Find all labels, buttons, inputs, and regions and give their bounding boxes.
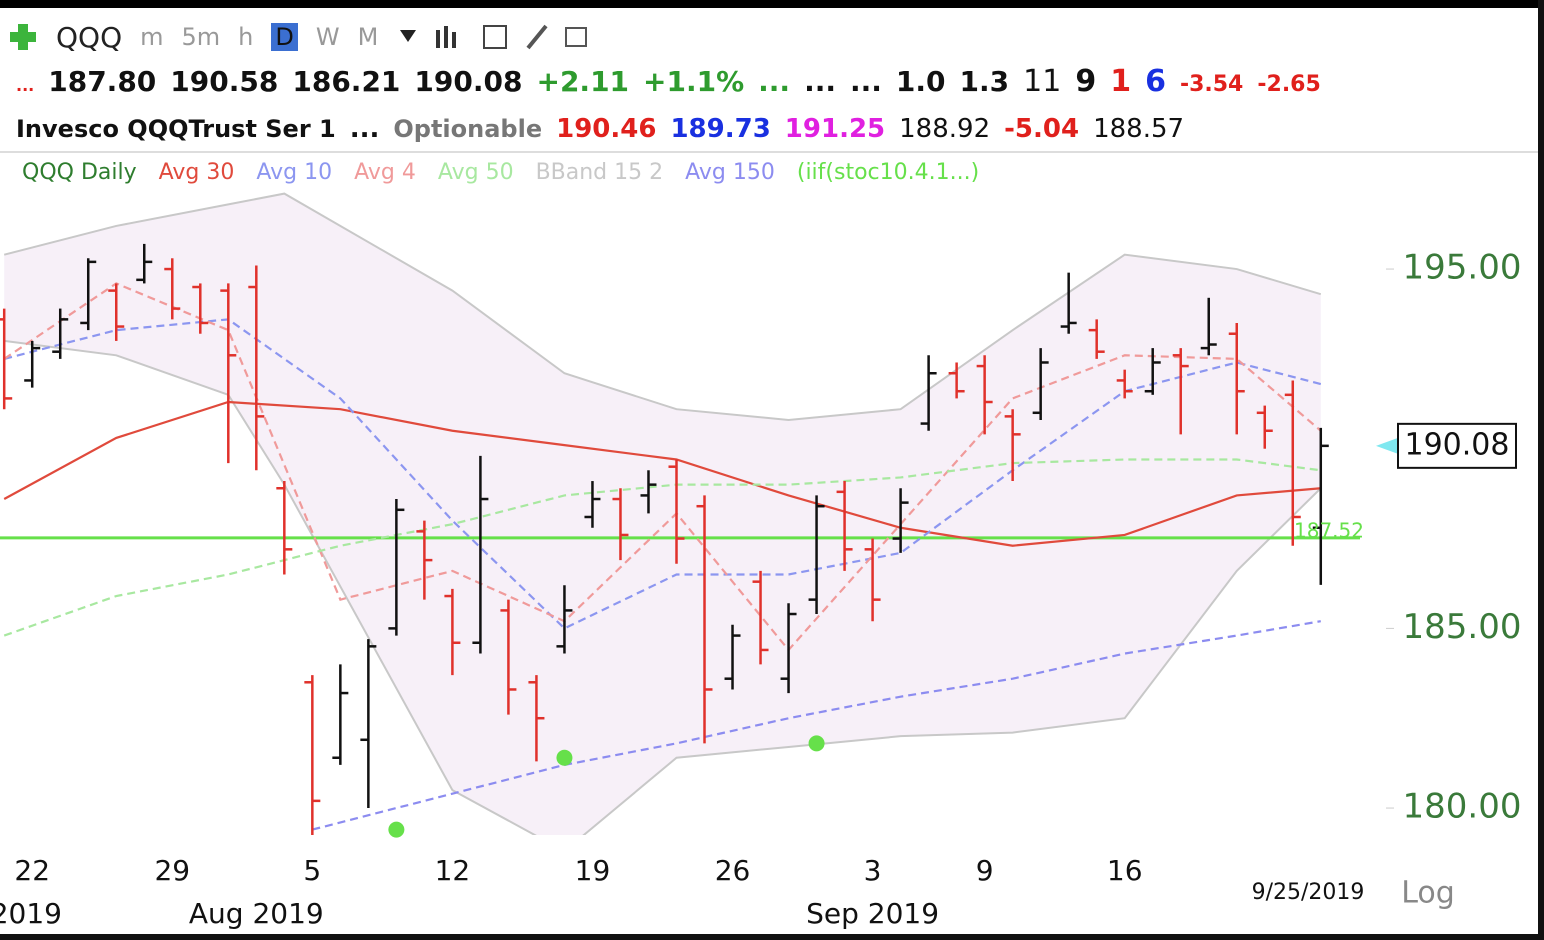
moving-average <box>3 318 1322 630</box>
quote: +1.1% <box>643 65 745 98</box>
legend: QQQ Daily Avg 30 Avg 10 Avg 4 Avg 50 BBand 15… <box>22 160 979 185</box>
interval[interactable]: h <box>238 23 254 51</box>
x-tick-label: 3 <box>864 854 882 887</box>
quote: 6 <box>1145 64 1166 99</box>
quote: ... <box>804 65 836 98</box>
quote: 9 <box>1075 64 1097 99</box>
info: 188.92 <box>899 114 991 144</box>
x-tick-label: 12 <box>435 854 471 887</box>
x-tick-label: 29 <box>154 854 190 887</box>
info: -5.04 <box>1004 114 1080 144</box>
info: 189.73 <box>670 114 771 144</box>
interval[interactable]: m <box>140 23 164 51</box>
moving-average <box>3 282 1322 652</box>
period-label: 2019 <box>0 897 62 930</box>
legend-item[interactable]: QQQ Daily <box>22 160 137 185</box>
info: Invesco QQQTrust Ser 1 <box>16 115 336 143</box>
legend-item[interactable]: Avg 10 <box>256 160 333 185</box>
quote: 11 <box>1023 64 1062 99</box>
x-tick-label: 5 <box>303 854 321 887</box>
quote: -2.65 <box>1257 72 1321 97</box>
info: 188.57 <box>1093 114 1185 144</box>
period-label: Sep 2019 <box>806 897 939 930</box>
info: 190.46 <box>556 114 657 144</box>
level-label: 187.52 <box>1294 518 1364 542</box>
quote: +2.11 <box>536 65 630 98</box>
signal-dot <box>556 749 573 766</box>
band-line <box>3 192 1322 421</box>
last-price-label: 190.08 <box>1405 427 1510 462</box>
last-date: 9/25/2019 <box>1252 880 1365 905</box>
quote: 1 <box>1110 64 1132 99</box>
quote-row: ... 187.80 190.58 186.21 190.08 +2.11 +1… <box>16 64 1321 99</box>
interval[interactable]: 5m <box>181 23 221 51</box>
moving-average <box>3 400 1321 547</box>
last-price-box <box>1397 422 1517 469</box>
info-row: Invesco QQQTrust Ser 1 ... Optionable 19… <box>16 114 1184 144</box>
quote: 1.3 <box>959 65 1010 98</box>
quote: 186.21 <box>292 65 401 98</box>
quote: ... <box>16 76 35 95</box>
legend-item[interactable]: (iif(stoc10.4.1...) <box>796 160 980 185</box>
quote: ... <box>758 65 791 98</box>
quote: 187.80 <box>48 65 157 98</box>
x-tick-label: 16 <box>1107 854 1143 887</box>
window-frame <box>0 0 1544 8</box>
interval[interactable]: W <box>315 23 340 51</box>
legend-item[interactable]: Avg 150 <box>685 160 775 185</box>
quote: ... <box>850 65 882 98</box>
legend-item[interactable]: Avg 50 <box>437 160 514 185</box>
signal-dot <box>388 821 405 838</box>
add-icon[interactable] <box>8 22 38 52</box>
quote: 190.58 <box>170 65 279 98</box>
symbol[interactable]: QQQ <box>56 20 123 54</box>
quote: 1.0 <box>895 65 946 98</box>
y-tick-label: 185.00 <box>1403 607 1522 647</box>
moving-average <box>3 458 1321 637</box>
scale-toggle[interactable]: Log <box>1401 876 1455 911</box>
signal-dot <box>808 735 825 752</box>
info: ... <box>349 114 380 144</box>
x-tick-label: 19 <box>575 854 611 887</box>
legend-item[interactable]: Avg 4 <box>354 160 416 185</box>
interval[interactable]: D <box>271 23 298 51</box>
x-tick-label: 22 <box>14 854 50 887</box>
info: 191.25 <box>784 114 886 144</box>
legend-item[interactable]: Avg 30 <box>158 160 235 185</box>
band-line <box>4 339 1322 835</box>
legend-item[interactable]: BBand 15 2 <box>535 160 664 185</box>
quote: -3.54 <box>1179 72 1244 97</box>
y-tick-label: 195.00 <box>1403 248 1522 288</box>
toolbar: QQQ m 5m h D W M <box>8 14 1528 60</box>
interval[interactable]: M <box>357 23 379 51</box>
moving-average <box>312 620 1321 831</box>
last-price-arrow <box>1376 437 1398 454</box>
x-tick-label: 9 <box>976 854 994 887</box>
y-tick-label: 180.00 <box>1403 787 1522 827</box>
info: Optionable <box>393 115 543 143</box>
tool-icons[interactable] <box>396 22 596 52</box>
band-fill <box>4 193 1321 835</box>
quote: 190.08 <box>414 65 523 98</box>
period-label: Aug 2019 <box>189 897 324 930</box>
x-tick-label: 26 <box>715 854 751 887</box>
